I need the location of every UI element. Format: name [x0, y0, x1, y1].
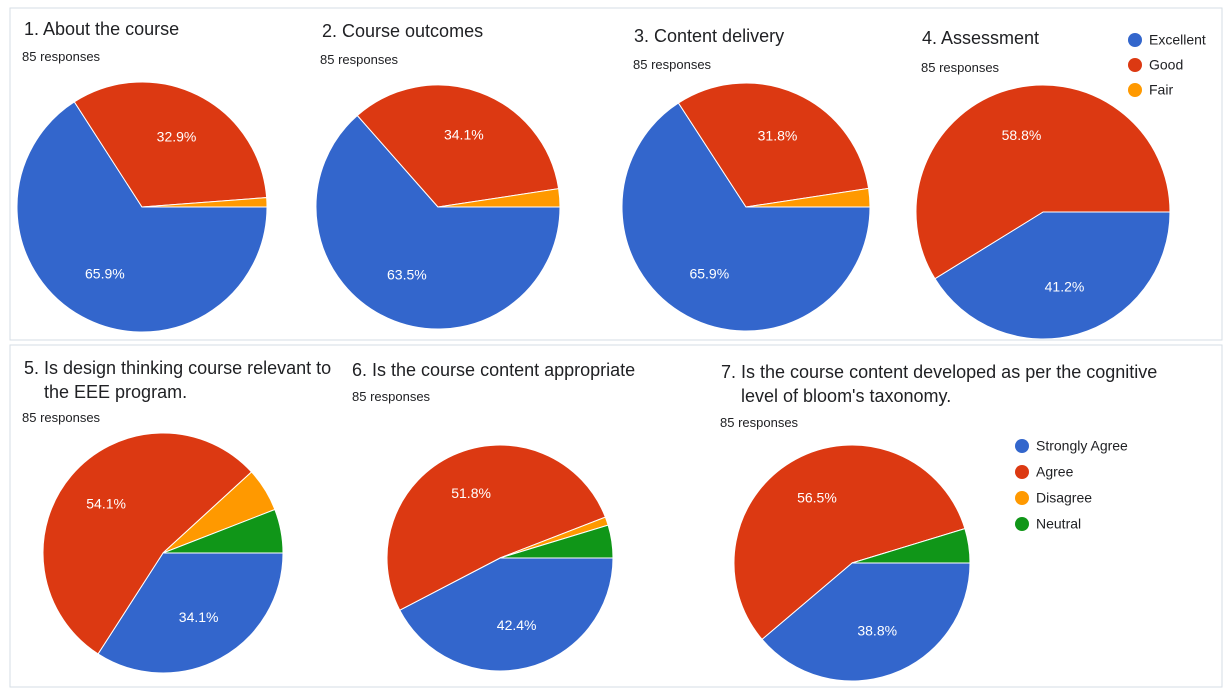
chart-title: 2. Course outcomes	[322, 21, 484, 41]
slice-label: 42.4%	[497, 617, 537, 633]
pie-slice	[934, 211, 1171, 340]
slice-label: 38.8%	[857, 622, 897, 638]
legend-swatch	[1128, 83, 1142, 97]
legend-swatch	[1015, 517, 1029, 531]
slice-label: 56.5%	[797, 489, 837, 505]
chart-subtitle: 85 responses	[320, 52, 399, 67]
slice-label: 34.1%	[444, 127, 484, 143]
pie-slice	[16, 101, 268, 333]
chart-title: 3. Content delivery	[634, 26, 785, 46]
pie-slice	[97, 552, 284, 674]
pie-slice	[437, 188, 561, 208]
pie-slice	[356, 84, 560, 208]
chart-subtitle: 85 responses	[352, 389, 431, 404]
panel-border	[9, 7, 1223, 341]
slice-label: 65.9%	[689, 265, 729, 281]
pie-slice	[733, 444, 966, 641]
pie-slice	[745, 187, 871, 208]
pie-slice	[386, 444, 606, 611]
legend-label: Strongly Agree	[1036, 438, 1128, 454]
legend-label: Agree	[1036, 464, 1074, 480]
chart-title: 1. About the course	[24, 19, 180, 39]
pie-slice	[141, 197, 268, 208]
chart-title: 7. Is the course content developed as pe…	[721, 362, 1158, 406]
pie-slice	[499, 524, 614, 559]
slice-label: 65.9%	[85, 266, 125, 282]
pie-slice	[399, 557, 614, 672]
legend-label: Excellent	[1149, 32, 1206, 48]
slice-label: 34.1%	[179, 609, 219, 625]
chart-subtitle: 85 responses	[22, 49, 101, 64]
legend-swatch	[1015, 491, 1029, 505]
legend-label: Disagree	[1036, 490, 1092, 506]
legend-swatch	[1128, 58, 1142, 72]
chart-subtitle: 85 responses	[22, 410, 101, 425]
pie-slice	[677, 82, 870, 208]
slice-label: 58.8%	[1002, 127, 1042, 143]
chart-subtitle: 85 responses	[633, 57, 712, 72]
chart-subtitle: 85 responses	[921, 60, 1000, 75]
pie-slice	[621, 102, 871, 332]
slice-label: 54.1%	[86, 496, 126, 512]
slice-label: 31.8%	[758, 128, 798, 144]
pie-slice	[315, 114, 561, 330]
pie-slice	[162, 508, 284, 554]
legend-swatch	[1015, 465, 1029, 479]
pie-slice	[761, 562, 971, 682]
legend-label: Neutral	[1036, 516, 1081, 532]
chart-title: 4. Assessment	[922, 28, 1040, 48]
slice-label: 63.5%	[387, 267, 427, 283]
pie-slice	[851, 528, 971, 564]
slice-label: 41.2%	[1045, 278, 1085, 294]
pie-slice	[73, 81, 268, 208]
legend-swatch	[1128, 33, 1142, 47]
legend-label: Fair	[1149, 82, 1173, 98]
legend-swatch	[1015, 439, 1029, 453]
chart-title: 5. Is design thinking course relevant to…	[24, 358, 332, 402]
slice-label: 51.8%	[451, 485, 491, 501]
pie-slice	[42, 432, 253, 655]
chart-title: 6. Is the course content appropriate	[352, 360, 636, 380]
chart-subtitle: 85 responses	[720, 415, 799, 430]
panel-border	[9, 344, 1223, 688]
slice-label: 32.9%	[157, 128, 197, 144]
pie-slice	[915, 84, 1171, 280]
legend-label: Good	[1149, 57, 1183, 73]
